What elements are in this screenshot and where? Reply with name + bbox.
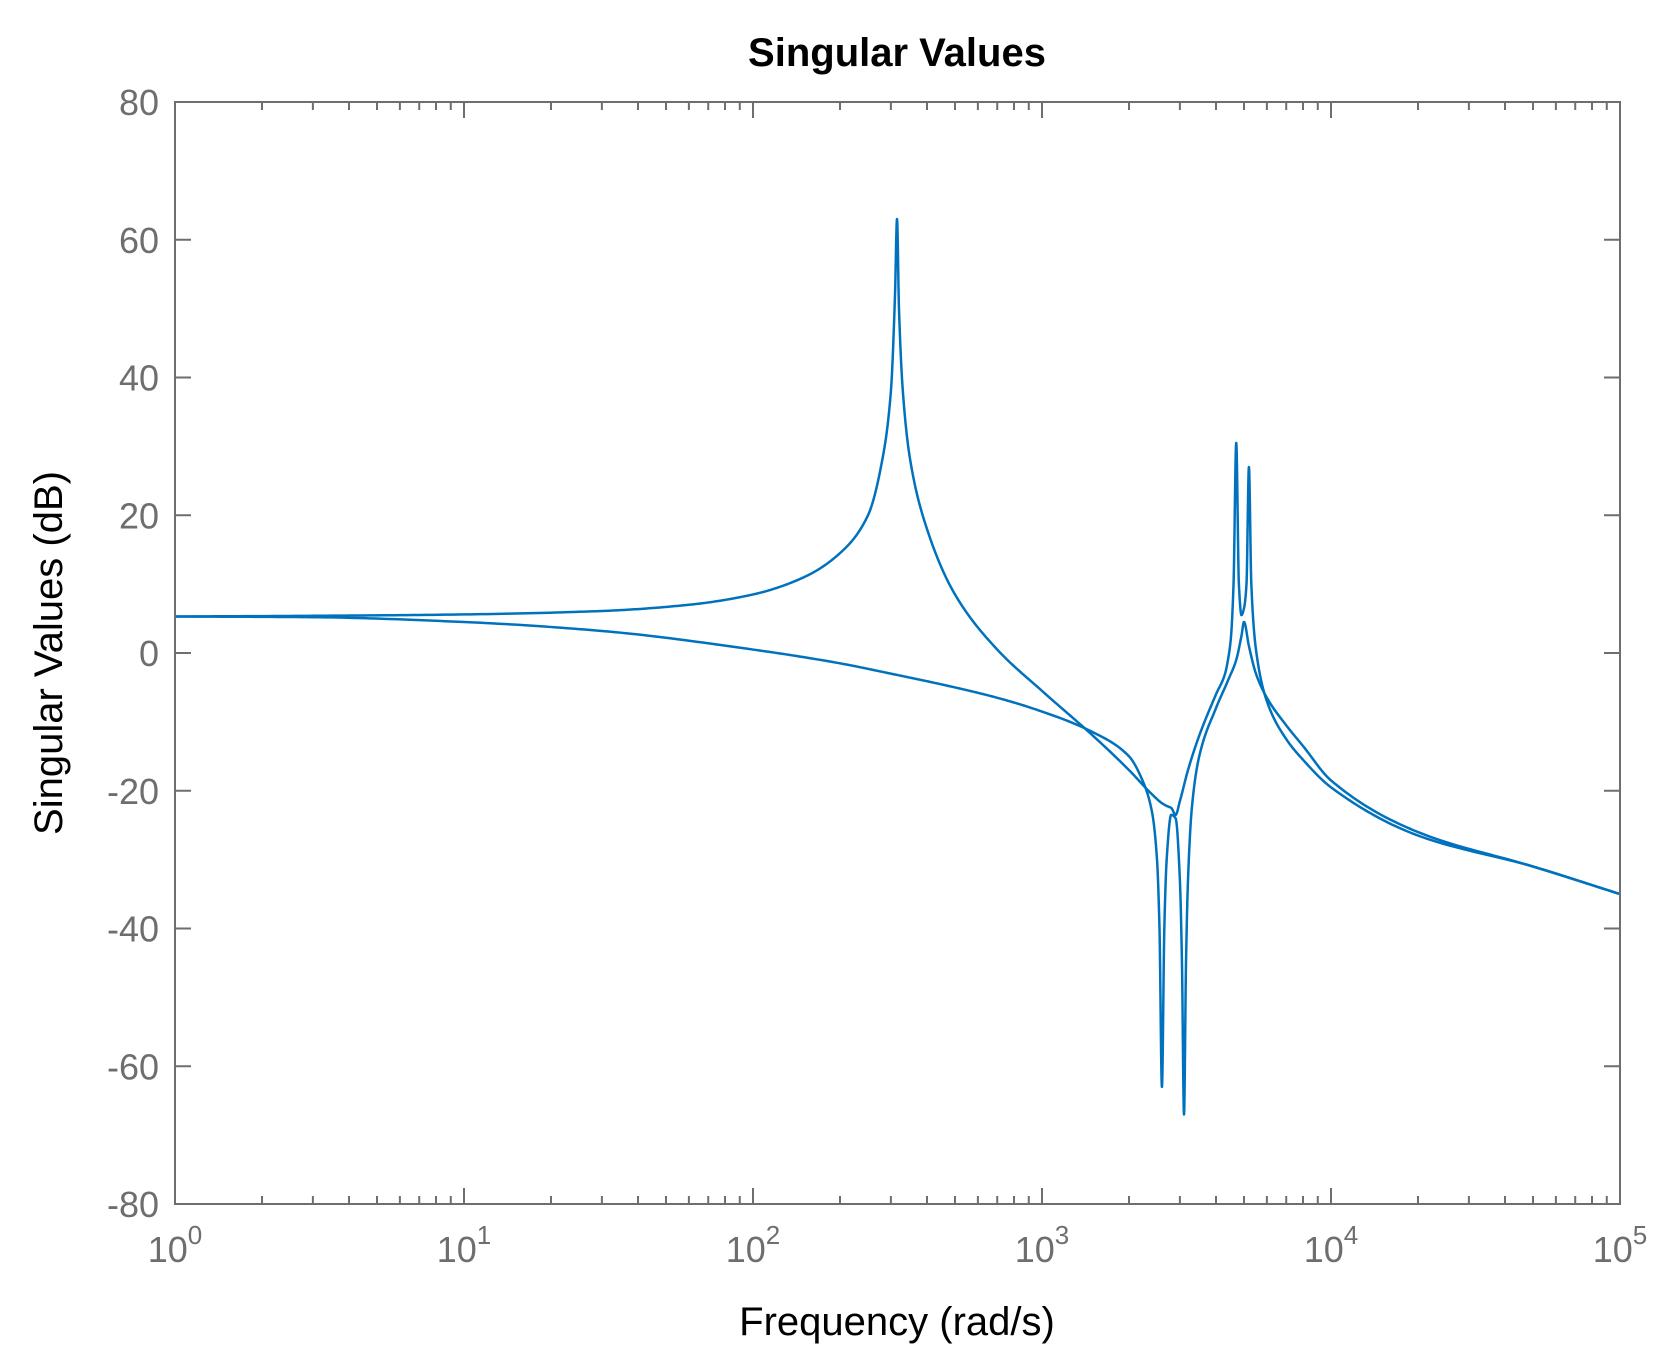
- x-tick-label: 101: [437, 1220, 492, 1270]
- series-line-sigma-2: [174, 615, 1621, 1116]
- x-tick-label: 102: [726, 1220, 781, 1270]
- x-tick-labels: 100 101 102 103 104 105: [148, 1220, 1648, 1270]
- axis-ticks: [174, 101, 1620, 1205]
- plot-frame: [174, 101, 1621, 1205]
- y-tick-label: -20: [107, 771, 159, 812]
- series-lines: [174, 217, 1621, 1116]
- y-tick-label: 40: [119, 358, 159, 399]
- y-tick-label: -80: [107, 1184, 159, 1225]
- chart-title: Singular Values: [748, 31, 1046, 75]
- x-tick-label: 105: [1593, 1220, 1648, 1270]
- series-line-sigma-1: [174, 217, 1621, 896]
- y-tick-label: -60: [107, 1046, 159, 1087]
- y-tick-label: -40: [107, 909, 159, 950]
- y-tick-labels: -80 -60 -40 -20 0 20 40 60 80: [107, 82, 159, 1225]
- x-tick-label: 103: [1015, 1220, 1070, 1270]
- y-tick-label: 20: [119, 495, 159, 536]
- y-tick-label: 60: [119, 220, 159, 261]
- x-tick-label: 100: [148, 1220, 203, 1270]
- y-tick-label: 0: [139, 633, 159, 674]
- y-tick-label: 80: [119, 82, 159, 123]
- x-tick-label: 104: [1304, 1220, 1359, 1270]
- x-axis-label: Frequency (rad/s): [739, 1300, 1055, 1344]
- y-axis-label: Singular Values (dB): [27, 471, 71, 835]
